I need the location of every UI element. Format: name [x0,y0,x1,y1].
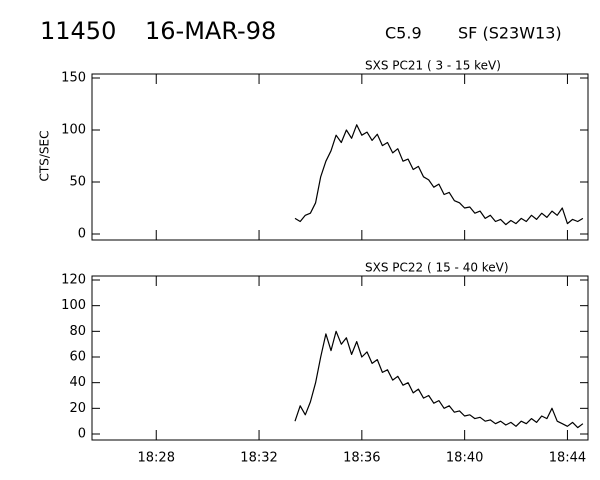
x-tick-label: 18:36 [343,451,380,466]
date: 16-MAR-98 [145,17,276,45]
y-tick-label: 0 [78,227,86,242]
y-tick-label: 20 [69,401,86,416]
panel-title: SXS PC21 ( 3 - 15 keV) [365,59,501,73]
count-rate-trace [294,330,584,429]
y-tick-label: 60 [69,350,86,365]
flare-location: SF (S23W13) [458,24,562,43]
x-tick-label: 18:40 [446,451,483,466]
panel-title: SXS PC22 ( 15 - 40 keV) [365,261,509,275]
y-tick-label: 100 [61,123,86,138]
plot-frame [91,275,589,441]
x-tick-label: 18:32 [240,451,277,466]
y-tick-label: 0 [78,427,86,442]
region-number: 11450 [40,17,116,45]
count-rate-trace [294,124,584,226]
y-tick-label: 40 [69,375,86,390]
y-tick-label: 100 [61,298,86,313]
flare-class: C5.9 [385,24,422,43]
y-tick-label: 120 [61,273,86,288]
x-tick-label: 18:28 [138,451,175,466]
y-tick-label: 50 [69,175,86,190]
y-axis-label: CTS/SEC [38,131,52,182]
y-tick-label: 150 [61,71,86,86]
x-tick-label: 18:44 [549,451,586,466]
y-tick-label: 80 [69,324,86,339]
plot-frame [91,73,589,241]
